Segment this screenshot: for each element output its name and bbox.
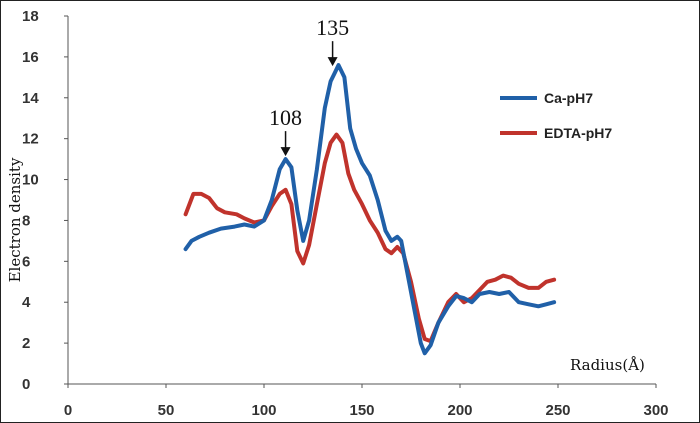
x-tick-label: 250: [545, 402, 570, 419]
y-tick-label: 12: [22, 131, 39, 148]
y-axis-label: Electron density: [6, 157, 24, 282]
annotations: 108 135: [269, 15, 349, 157]
y-tick-label: 8: [22, 212, 30, 229]
y-tick-label: 18: [22, 8, 39, 25]
x-tick-label: 100: [251, 402, 276, 419]
x-tick-label: 50: [158, 402, 175, 419]
series-line-ca-ph7: [183, 63, 557, 356]
legend-entry: EDTA-pH7: [544, 125, 612, 141]
y-tick-label: 6: [22, 253, 30, 270]
legend-entry: Ca-pH7: [544, 90, 593, 106]
series-line-edta-ph7: [183, 132, 557, 344]
y-tick-label: 10: [22, 172, 39, 189]
annotation-arrowhead: [327, 57, 338, 67]
y-tick-label: 4: [22, 294, 31, 311]
x-tick-label: 0: [64, 402, 72, 419]
legend: Ca-pH7 EDTA-pH7: [500, 90, 612, 141]
y-tick-label: 14: [22, 90, 39, 107]
x-tick-label: 150: [349, 402, 374, 419]
y-tick-label: 16: [22, 49, 39, 66]
y-tick-label: 2: [22, 335, 30, 352]
x-axis-label: Radius(Å): [570, 356, 645, 374]
y-tick-label: 0: [22, 376, 30, 393]
series-lines: [183, 63, 557, 356]
annotation-label: 108: [269, 105, 302, 130]
x-tick-label: 300: [643, 402, 668, 419]
annotation-arrowhead: [280, 147, 291, 157]
ticks: 0 2 4 6 8 10 12 14 16 18 0 50 100 150 200 250 300: [22, 8, 669, 419]
x-tick-label: 200: [447, 402, 472, 419]
annotation-label: 135: [316, 15, 349, 40]
